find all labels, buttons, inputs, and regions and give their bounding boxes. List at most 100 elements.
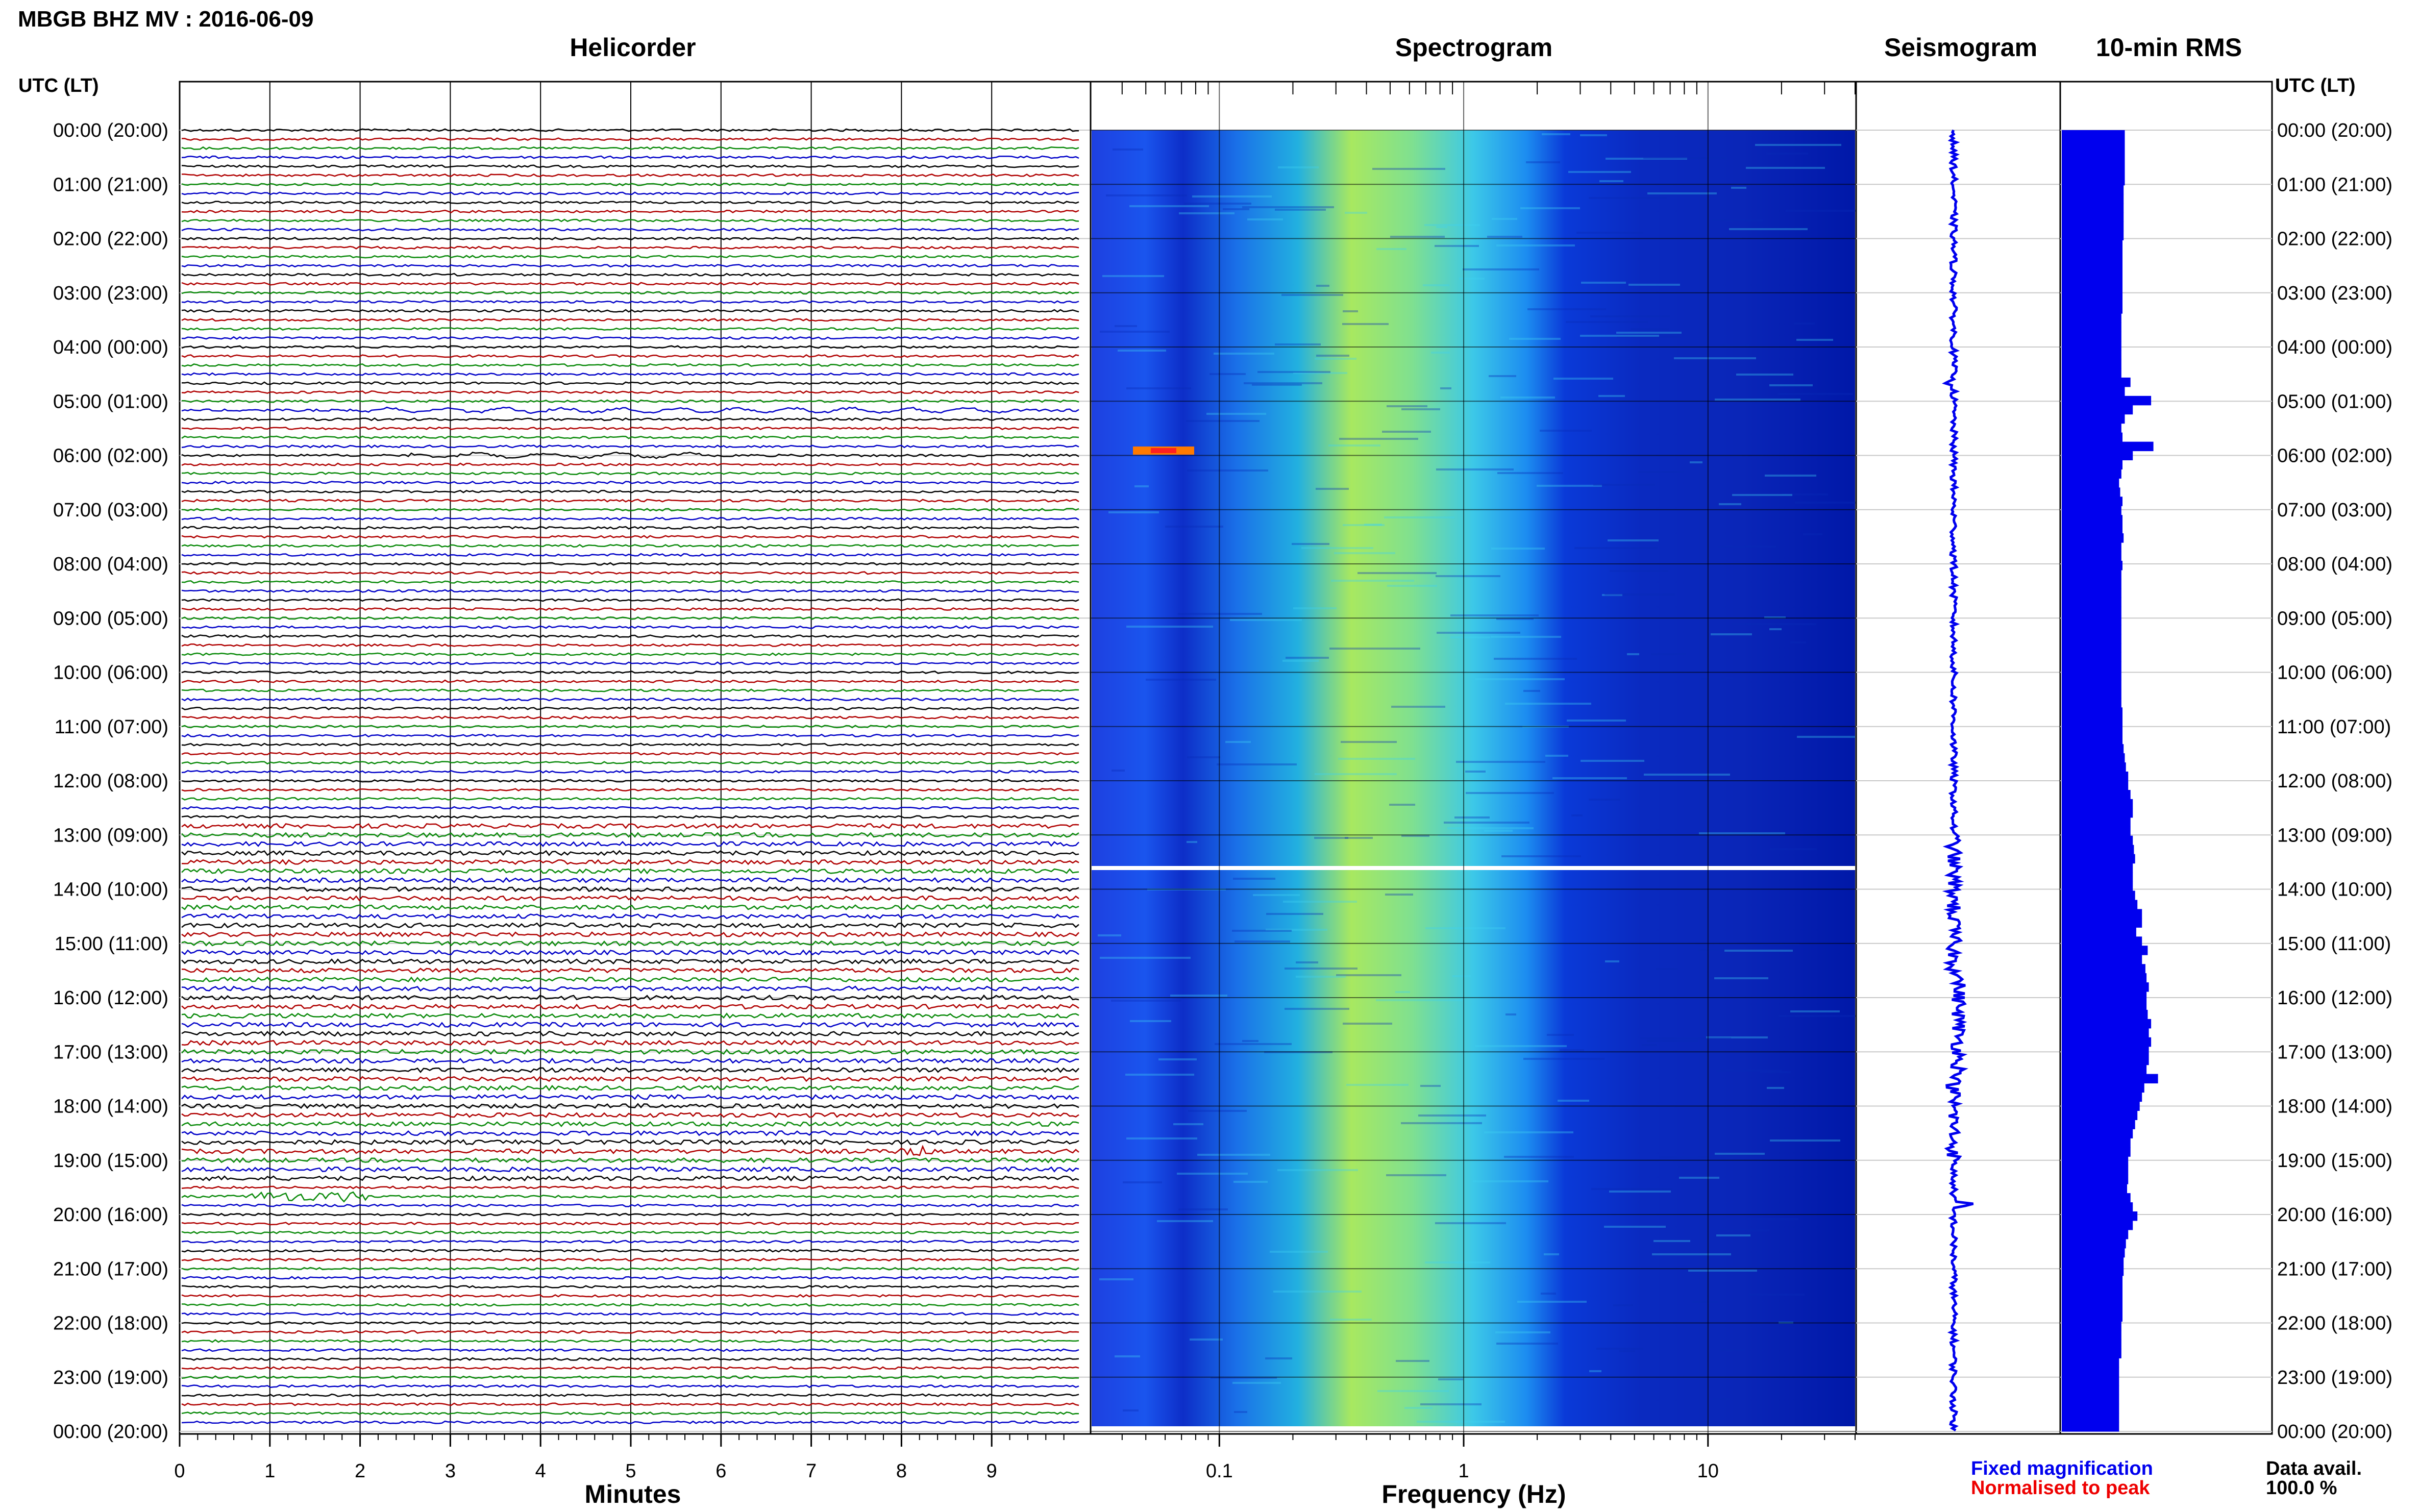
time-label-left: 17:00 (13:00) — [53, 1042, 168, 1063]
spectrogram-texture — [1452, 975, 1471, 977]
spectrogram-texture — [1602, 594, 1622, 596]
helicorder-trace — [181, 815, 1079, 819]
spectrogram-texture — [1112, 770, 1125, 772]
helicorder-trace — [181, 607, 1079, 611]
spectrogram-texture — [1387, 585, 1437, 587]
rms-bar — [2062, 1156, 2129, 1166]
time-label-right: 13:00 (09:00) — [2277, 825, 2392, 846]
rms-bar — [2062, 1376, 2119, 1386]
rms-bar — [2062, 597, 2121, 607]
time-label-right: 02:00 (22:00) — [2277, 229, 2392, 250]
spectrogram-texture — [1235, 940, 1290, 943]
rms-panel — [2059, 81, 2273, 1435]
rms-bar — [2062, 964, 2145, 974]
helicorder-trace — [181, 688, 1079, 692]
helicorder-trace — [181, 291, 1079, 295]
seismogram-frame — [1855, 81, 2061, 1435]
helicorder-x-tick-label: 3 — [445, 1460, 456, 1482]
spectrogram-texture — [1644, 774, 1730, 776]
rms-bar — [2062, 1303, 2122, 1313]
spectrogram-texture — [1605, 593, 1675, 596]
spectrogram-texture — [1252, 384, 1302, 386]
spectrogram-texture — [1364, 524, 1382, 526]
rms-bar — [2062, 982, 2149, 992]
helicorder-trace — [181, 1339, 1079, 1343]
rms-bar — [2062, 1064, 2147, 1075]
rms-bar — [2062, 1037, 2152, 1047]
rms-bar — [2062, 588, 2121, 598]
spectrogram-texture — [1797, 736, 1868, 738]
helicorder-trace — [181, 840, 1079, 848]
spectrogram-texture — [1266, 913, 1323, 915]
helicorder-trace — [181, 679, 1079, 683]
legend-fixed-magnification: Fixed magnification — [1971, 1458, 2153, 1479]
legend-normalised-to-peak: Normalised to peak — [1971, 1477, 2150, 1499]
spectrogram-texture — [1598, 395, 1625, 397]
spectrogram-texture — [1438, 1378, 1463, 1380]
spectrogram-texture — [1497, 472, 1563, 474]
spectrogram-texture — [1293, 607, 1337, 609]
helicorder-trace — [181, 1348, 1079, 1352]
spectrogram-texture — [1484, 1131, 1573, 1133]
spectrogram-texture — [1232, 1382, 1281, 1384]
spectrogram-texture — [1106, 194, 1187, 196]
spectrogram-texture — [1345, 212, 1367, 214]
helicorder-trace — [181, 1012, 1079, 1019]
helicorder-trace — [181, 146, 1079, 150]
rms-bar — [2062, 166, 2125, 177]
rms-bar — [2062, 1358, 2119, 1368]
spectrogram-texture — [1796, 339, 1833, 341]
spectrogram-texture — [1115, 325, 1137, 327]
rms-bar — [2062, 881, 2133, 891]
rms-bar — [2062, 533, 2124, 543]
spectrogram-texture — [1423, 284, 1449, 286]
time-label-right: 06:00 (02:00) — [2277, 445, 2392, 467]
rms-bar — [2062, 423, 2121, 433]
spectrogram-texture — [1184, 203, 1251, 205]
spectrogram-texture — [1790, 1010, 1840, 1012]
helicorder-frame — [179, 81, 1092, 1435]
spectrogram-texture — [1450, 636, 1490, 638]
helicorder-trace — [181, 1030, 1079, 1037]
rms-bar — [2062, 707, 2122, 717]
helicorder-trace — [181, 1321, 1079, 1325]
time-label-left: 22:00 (18:00) — [53, 1313, 168, 1334]
spectrogram-texture — [1790, 641, 1806, 643]
rms-bar — [2062, 469, 2121, 479]
helicorder-trace — [181, 499, 1079, 503]
helicorder-trace — [181, 968, 1079, 974]
time-label-right: 10:00 (06:00) — [2277, 662, 2392, 684]
spectrogram-texture — [1558, 1100, 1589, 1102]
spectrogram-texture — [1099, 1278, 1133, 1280]
helicorder-trace — [181, 472, 1079, 476]
spectrogram-texture — [1178, 1208, 1228, 1210]
time-label-left: 11:00 (07:00) — [55, 716, 168, 738]
helicorder-trace — [181, 823, 1079, 829]
spectrogram-texture — [1158, 1058, 1197, 1060]
spectrogram-texture — [1688, 1270, 1757, 1272]
rms-bar — [2062, 332, 2121, 341]
time-label-right: 05:00 (01:00) — [2277, 391, 2392, 412]
rms-bar — [2062, 992, 2147, 1001]
spectrogram-texture — [1315, 358, 1356, 360]
helicorder-trace — [181, 452, 1079, 459]
time-label-left: 14:00 (10:00) — [53, 879, 168, 901]
rms-bar — [2062, 1019, 2152, 1029]
spectrogram-texture — [1129, 205, 1209, 207]
time-label-right: 22:00 (18:00) — [2277, 1313, 2392, 1334]
helicorder-trace — [181, 218, 1079, 222]
spectrogram-texture — [1679, 1177, 1719, 1179]
spectrogram-texture — [1553, 378, 1613, 380]
spectrogram-texture — [1719, 503, 1741, 505]
helicorder-trace — [181, 652, 1079, 656]
time-label-right: 03:00 (23:00) — [2277, 283, 2392, 304]
helicorder-trace — [181, 1366, 1079, 1370]
spectrogram-texture — [1770, 848, 1817, 850]
spectrogram-texture — [1447, 827, 1534, 829]
spectrogram-texture — [1436, 226, 1447, 228]
spectrogram-texture — [1489, 375, 1516, 377]
spectrogram-texture — [1697, 949, 1729, 951]
spectrogram-texture — [1627, 653, 1639, 655]
helicorder-trace — [181, 1003, 1079, 1010]
rms-bars — [2062, 130, 2158, 1432]
